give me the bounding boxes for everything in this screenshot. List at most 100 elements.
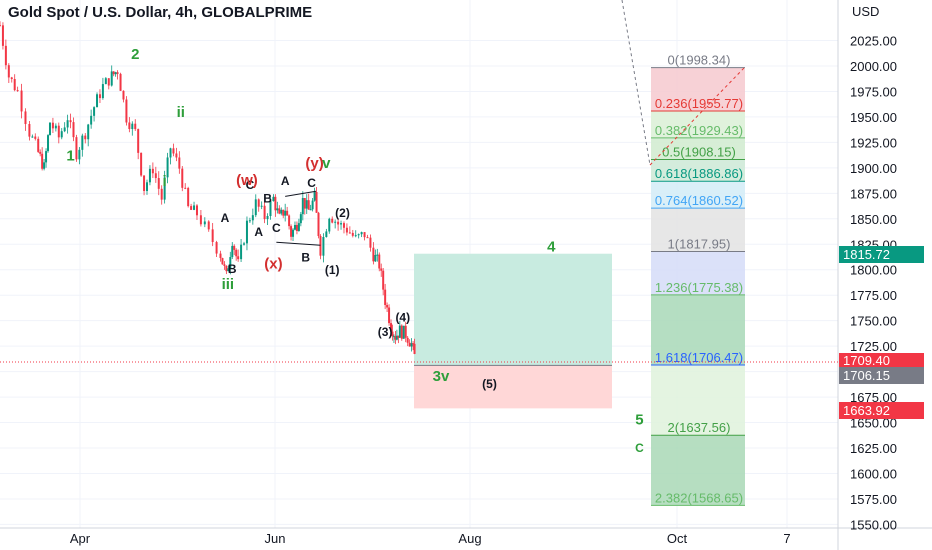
candle-body [101,84,104,99]
fib-band [651,159,745,182]
candle-body [319,236,322,256]
candle-body [57,125,60,138]
candle-body [184,187,187,189]
candle-body [280,209,283,214]
wave-label: ii [177,104,185,121]
candle-body [45,151,48,163]
candle-body [215,242,218,254]
price-tick-label: 2000.00 [850,59,897,74]
time-tick-label: 7 [783,531,790,546]
chart-title: Gold Spot / U.S. Dollar, 4h, GLOBALPRIME [8,4,313,21]
candle-body [166,157,169,178]
candle-body [41,153,44,169]
candle-body [354,235,357,237]
candle-body [366,237,369,239]
price-tick-label: 1800.00 [850,263,897,278]
candle-body [397,335,400,338]
candle-body [112,71,115,75]
candle-body [143,175,146,192]
fib-level-label: 1(1817.95) [668,236,731,251]
price-axis[interactable]: 2025.00 2000.00 1975.00 1950.00 1925.00 1900.… [850,34,897,533]
wave-label: 3v [433,368,450,385]
candle-body [363,232,366,238]
fibonacci-retracement[interactable]: 0(1998.34) 0.236(1955.77) 0.382(1929.43) 0.… [621,0,745,506]
candle-body [172,148,175,154]
candle-body [104,78,107,85]
wave-label: (1) [325,263,340,277]
candle-body [305,200,308,209]
candle-body [98,94,101,99]
candle-body [402,325,405,339]
candle-body [227,268,230,272]
candle-body [331,218,334,223]
candle-body [146,182,148,192]
wave-label: (y) [305,155,323,172]
candle-body [211,229,214,243]
candle-body [75,137,78,160]
price-candles [0,21,416,355]
wave-label: A [254,225,263,239]
fib-level-label: 0.236(1955.77) [655,96,743,111]
fib-band [651,208,745,252]
candle-body [290,226,293,237]
candle-body [93,107,96,116]
candle-body [219,253,222,259]
fib-level-label: 2(1637.56) [668,420,731,435]
candle-body [28,124,31,137]
long-position-tool[interactable] [0,253,838,409]
price-tick-label: 1675.00 [850,390,897,405]
candle-body [412,343,415,345]
candle-body [181,168,184,188]
candle-body [195,205,198,216]
candle-body [299,214,302,224]
candle-body [90,115,93,125]
wave-label: (5) [482,377,497,391]
candle-body [240,244,243,260]
candle-body [16,90,19,92]
candle-body [122,90,125,100]
price-tick-label: 1975.00 [850,84,897,99]
wave-label: v [322,155,331,172]
price-tick-label: 1600.00 [850,466,897,481]
candle-body [10,77,13,80]
candle-body [317,212,320,237]
candle-body [282,209,285,216]
candle-body [223,264,226,266]
wave-label: (4) [395,311,410,325]
candle-body [1,25,4,46]
candle-body [245,220,248,244]
candle-body [137,129,140,153]
candle-body [66,120,69,128]
price-tick-label: 1900.00 [850,161,897,176]
candle-body [193,205,196,210]
time-tick-label: Aug [458,531,481,546]
candle-body [199,215,202,225]
stop-zone [414,365,612,409]
candle-body [140,152,143,176]
price-tick-label: 1575.00 [850,492,897,507]
candle-body [43,162,46,169]
wave-label: C [246,178,255,192]
candle-body [406,337,409,343]
wave-label: 4 [547,238,556,255]
candle-body [78,149,81,160]
time-axis[interactable]: Apr Jun Aug Oct 7 [70,531,791,546]
candle-body [378,254,381,269]
price-tag-value: 1706.15 [843,368,890,384]
wave-label: C [272,221,281,235]
price-tag-value: 1815.72 [843,246,890,262]
fib-level-label: 1.618(1706.47) [655,350,743,365]
candle-body [337,221,340,225]
wave-label: iii [222,276,235,293]
candle-body [207,221,210,230]
price-tick-label: 1550.00 [850,517,897,532]
candle-body [286,210,289,216]
candle-body [163,177,166,200]
candle-body [394,336,397,340]
candle-body [307,200,310,210]
wave-label: B [228,262,237,276]
candle-body [278,208,281,214]
candle-body [4,45,7,66]
wave-label: (2) [335,206,350,220]
currency-label: USD [852,4,880,19]
